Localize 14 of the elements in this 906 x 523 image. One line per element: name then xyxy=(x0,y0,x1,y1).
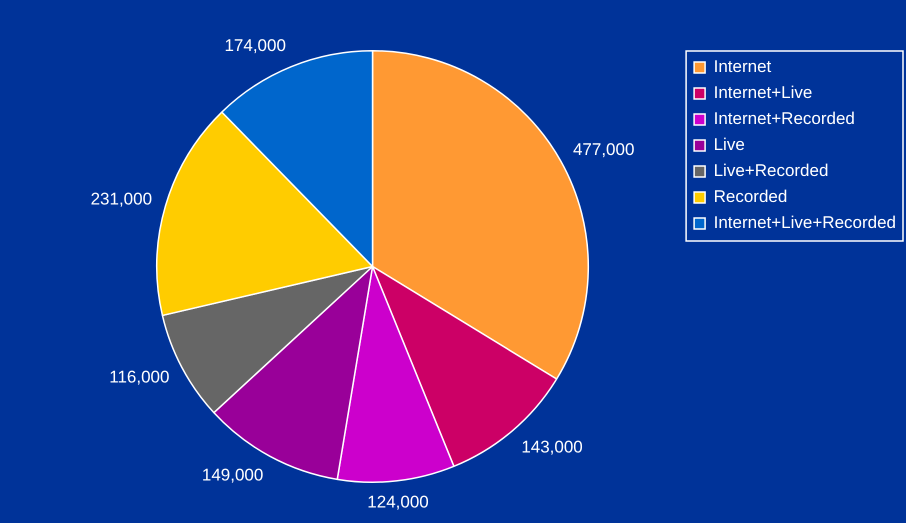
data-label: 116,000 xyxy=(109,367,170,386)
data-label: 477,000 xyxy=(572,140,634,159)
legend-label: Live xyxy=(714,135,745,154)
legend-label: Internet+Live+Recorded xyxy=(714,213,896,232)
data-label: 149,000 xyxy=(202,465,264,484)
data-label: 143,000 xyxy=(521,437,583,456)
legend-label: Internet xyxy=(714,57,772,76)
legend-label: Internet+Recorded xyxy=(714,109,855,128)
data-label: 124,000 xyxy=(367,492,429,512)
data-label: 174,000 xyxy=(224,36,286,55)
legend-label: Live+Recorded xyxy=(714,161,828,180)
legend-label: Recorded xyxy=(714,187,788,206)
legend-label: Internet+Live xyxy=(714,83,812,102)
data-label: 231,000 xyxy=(90,189,152,208)
